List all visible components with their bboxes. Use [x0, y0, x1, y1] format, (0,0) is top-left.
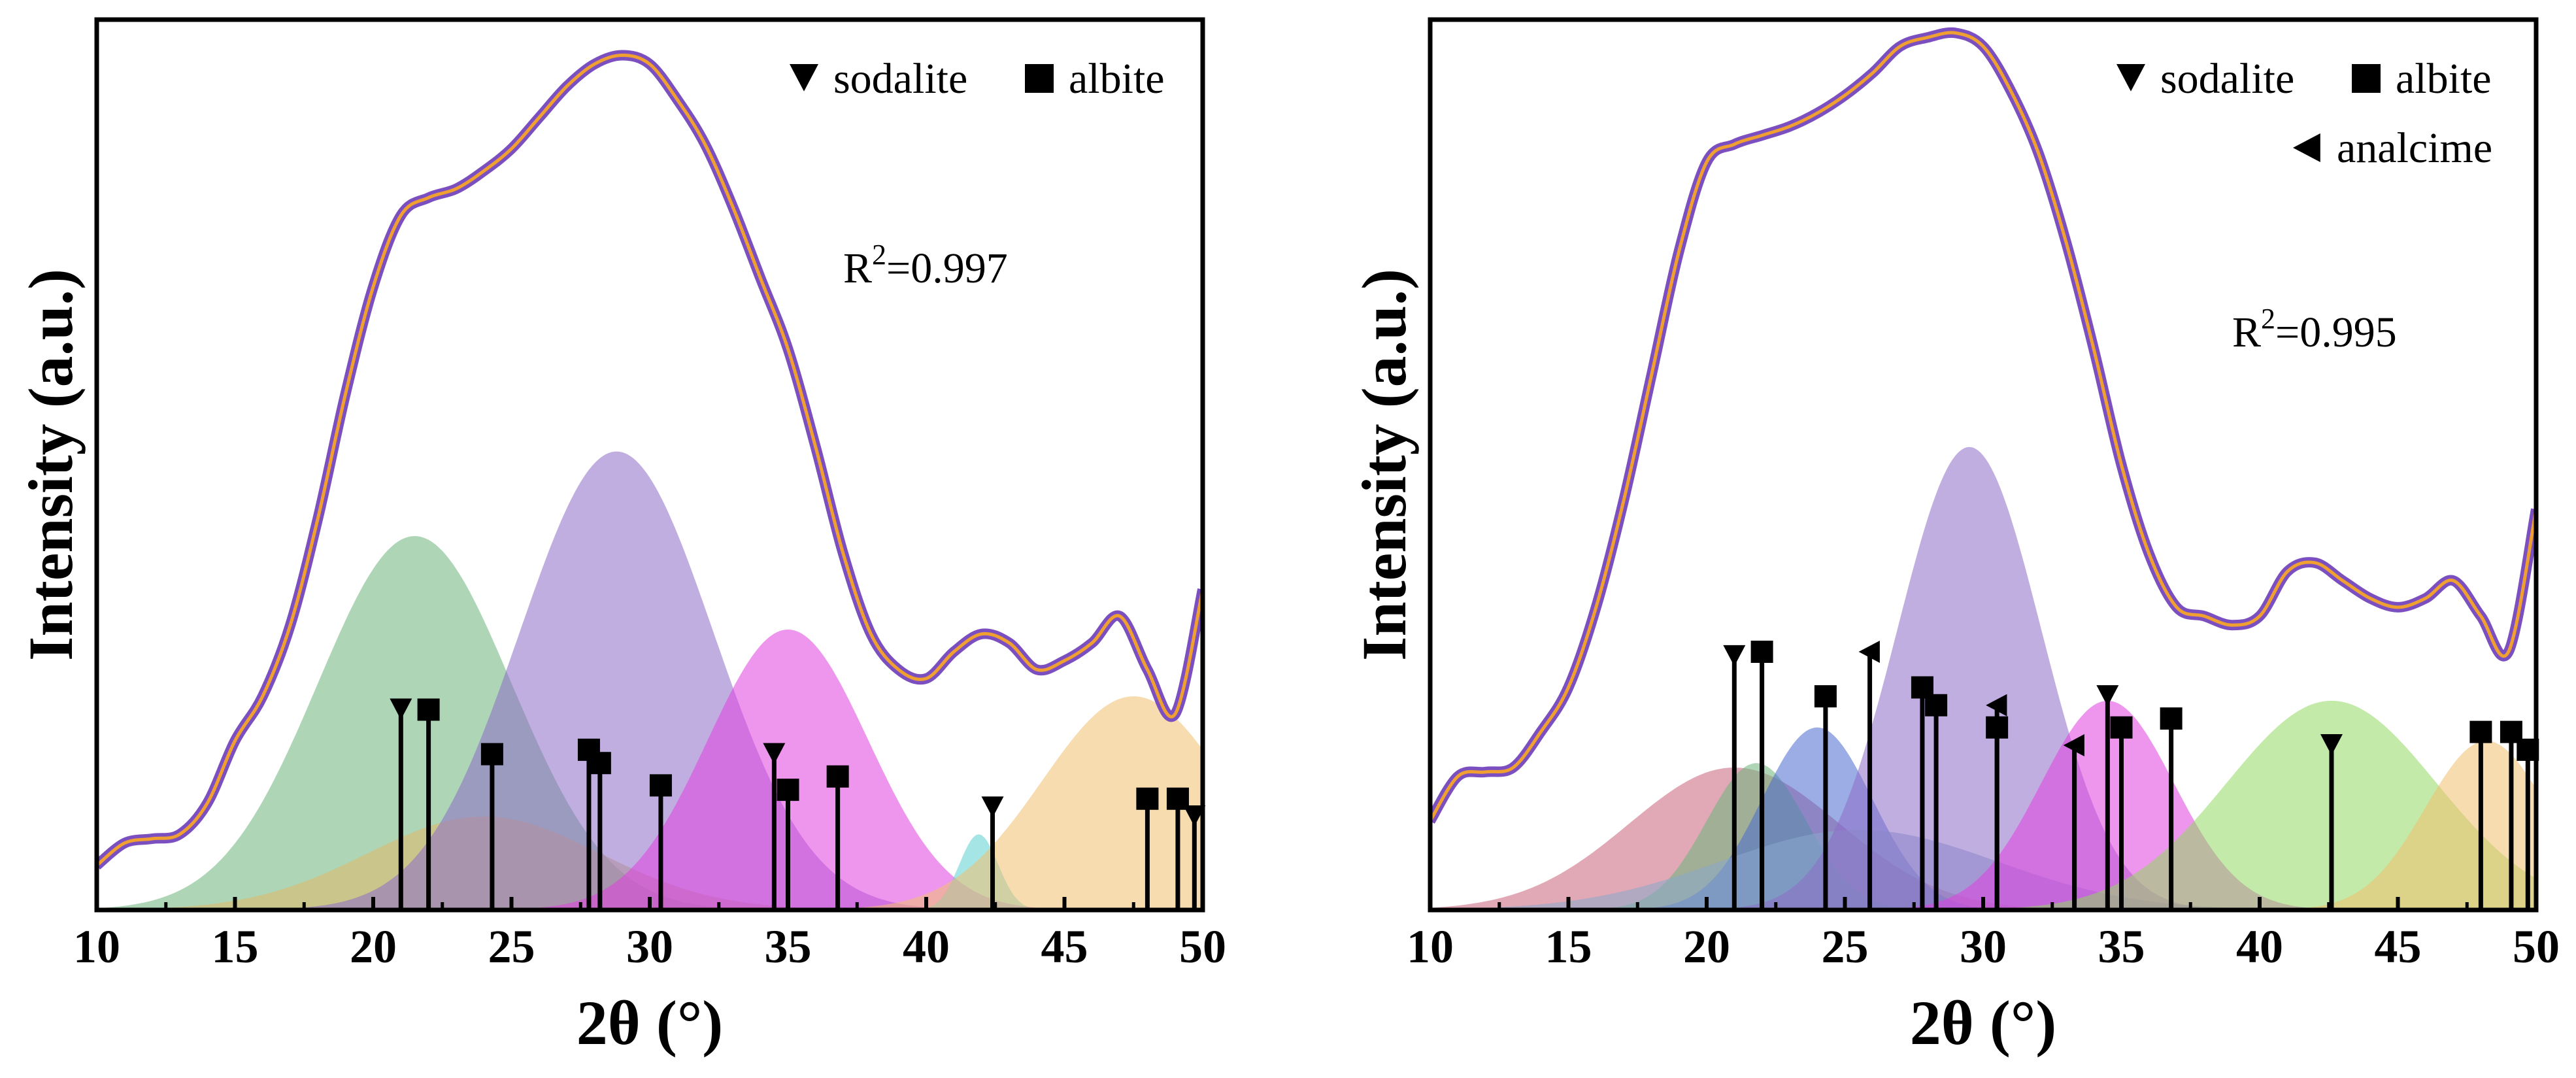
right-x-tick-label-35: 35: [2098, 920, 2145, 973]
left-fit-curve: [97, 54, 1203, 867]
right-peak-7: [1430, 700, 2536, 910]
right-peak-fills: [1430, 446, 2536, 910]
right-albite-marker-16: [2517, 738, 2539, 910]
left-albite-marker-12: [1166, 787, 1189, 910]
right-r-squared-value: =0.995: [2275, 309, 2397, 356]
right-x-tick-label-10: 10: [1407, 920, 1454, 973]
right-analcime-marker-4: [1858, 641, 1880, 910]
right-albite-marker-15: [2500, 720, 2522, 910]
right-analcime-marker-9: [2063, 734, 2084, 910]
left-phase-markers: [390, 698, 1206, 910]
right-albite-marker-3: [1814, 685, 1837, 910]
right-legend-sodalite-label: sodalite: [2160, 55, 2294, 103]
left-legend-albite-marker: [1025, 64, 1054, 93]
right-legend-analcime-marker: [2293, 133, 2320, 162]
right-x-tick-label-45: 45: [2375, 920, 2422, 973]
left-r-squared-prefix: R: [843, 244, 872, 292]
left-x-tick-label-40: 40: [903, 920, 950, 973]
left-x-tick-label-45: 45: [1041, 920, 1088, 973]
right-legend-albite-label: albite: [2396, 55, 2492, 103]
right-legend: sodalite albite analcime: [2116, 55, 2492, 172]
left-sodalite-marker-10: [981, 796, 1004, 910]
left-x-tick-label-50: 50: [1179, 920, 1226, 973]
right-phase-markers: [1723, 641, 2539, 910]
right-x-tick-label-20: 20: [1683, 920, 1730, 973]
left-legend-sodalite-label: sodalite: [833, 55, 967, 103]
left-albite-marker-6: [649, 774, 672, 910]
right-albite-marker-2: [1750, 641, 1773, 910]
left-legend: sodalite albite: [790, 55, 1165, 103]
left-albite-marker-5: [588, 752, 611, 910]
left-albite-marker-9: [826, 765, 849, 910]
left-legend-sodalite-marker: [790, 64, 818, 92]
right-sodalite-marker-1: [1723, 645, 1746, 910]
right-y-axis-label: Intensity (a.u.): [1349, 269, 1419, 661]
right-sodalite-marker-13: [2320, 734, 2343, 910]
left-peak-2: [97, 817, 1203, 910]
left-x-axis-label: 2θ (°): [577, 988, 723, 1058]
left-sodalite-marker-7: [763, 743, 786, 910]
right-legend-albite-marker: [2352, 64, 2381, 93]
right-albite-marker-11: [2110, 716, 2133, 910]
right-x-tick-label-30: 30: [1960, 920, 2007, 973]
left-sodalite-marker-13: [1183, 805, 1206, 910]
right-legend-analcime-label: analcime: [2337, 124, 2492, 172]
left-x-tick-label-10: 10: [73, 920, 120, 973]
left-y-axis-label: Intensity (a.u.): [16, 269, 86, 661]
right-albite-marker-14: [2469, 720, 2492, 910]
left-x-tick-label-35: 35: [765, 920, 812, 973]
left-x-tick-label-15: 15: [212, 920, 259, 973]
right-albite-marker-6: [1925, 694, 1948, 910]
right-legend-sodalite-marker: [2116, 64, 2145, 92]
right-fit-curve: [1430, 31, 2536, 822]
right-peak-5: [1430, 446, 2536, 910]
left-peak-1: [97, 536, 1203, 910]
left-sodalite-marker-1: [390, 698, 412, 910]
left-chart-panel: 10 15 20 25 30 35 40 45 50 2θ (°) Intensity (a.u…: [16, 17, 1226, 1058]
left-albite-marker-3: [480, 743, 503, 910]
left-x-tick-label-20: 20: [350, 920, 397, 973]
right-x-tick-label-40: 40: [2236, 920, 2283, 973]
right-r-squared-sup: 2: [2261, 303, 2275, 335]
left-albite-marker-2: [417, 698, 440, 910]
left-peak-4: [97, 630, 1203, 910]
left-curves: [97, 50, 1203, 870]
left-peak-3: [97, 451, 1203, 910]
left-r-squared-value: =0.997: [886, 244, 1008, 292]
right-x-tick-label-25: 25: [1822, 920, 1869, 973]
right-albite-marker-12: [2160, 707, 2183, 910]
right-peak-8: [1430, 741, 2536, 910]
right-sodalite-marker-10: [2096, 685, 2119, 910]
right-albite-marker-5: [1911, 676, 1933, 910]
left-peak-6: [97, 696, 1203, 910]
right-r-squared: R2=0.995: [2232, 303, 2397, 356]
left-albite-marker-8: [777, 779, 799, 910]
right-chart-panel: 10 15 20 25 30 35 40 45 50 2θ (°) Intensity (a.u…: [1349, 17, 2560, 1058]
left-peak-fills: [97, 451, 1203, 910]
left-x-ticks: 10 15 20 25 30 35 40 45 50: [73, 897, 1226, 973]
right-x-axis-label: 2θ (°): [1910, 988, 2056, 1058]
left-r-squared-sup: 2: [872, 239, 886, 271]
left-r-squared: R2=0.997: [843, 239, 1008, 292]
right-x-tick-label-15: 15: [1545, 920, 1592, 973]
right-albite-marker-8: [1986, 716, 2009, 910]
left-albite-marker-11: [1136, 787, 1159, 910]
right-curves: [1430, 27, 2536, 824]
right-r-squared-prefix: R: [2232, 309, 2261, 356]
left-x-tick-label-25: 25: [488, 920, 535, 973]
right-x-tick-label-50: 50: [2513, 920, 2560, 973]
left-x-tick-label-30: 30: [626, 920, 673, 973]
left-legend-albite-label: albite: [1069, 55, 1165, 103]
right-x-ticks: 10 15 20 25 30 35 40 45 50: [1407, 897, 2560, 973]
